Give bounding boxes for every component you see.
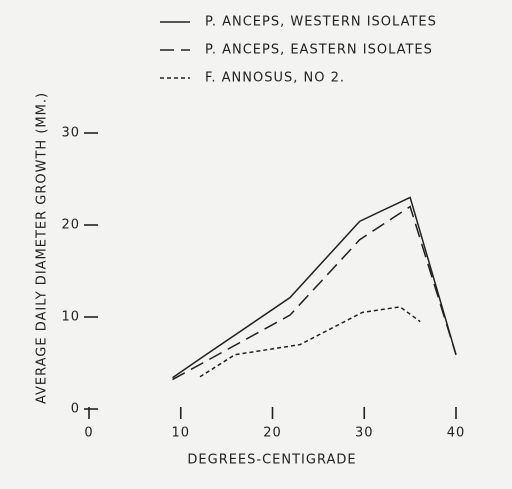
series-line bbox=[172, 196, 457, 379]
x-axis-label: DEGREES-CENTIGRADE bbox=[187, 453, 356, 468]
y-tick-label: 0 bbox=[71, 402, 80, 417]
x-tick-label: 10 bbox=[171, 426, 190, 441]
y-tick-label: 30 bbox=[61, 126, 80, 141]
x-tick-label: 0 bbox=[84, 426, 93, 441]
x-tick-label: 30 bbox=[355, 426, 374, 441]
x-tick-label: 40 bbox=[447, 426, 466, 441]
y-tick-label: 10 bbox=[61, 310, 80, 325]
x-tick-label: 20 bbox=[263, 426, 282, 441]
y-axis-label: AVERAGE DAILY DIAMETER GROWTH (MM.) bbox=[35, 92, 50, 404]
y-tick-label: 20 bbox=[61, 218, 80, 233]
legend-label: P. ANCEPS, EASTERN ISOLATES bbox=[205, 43, 433, 58]
series-line bbox=[172, 205, 457, 381]
legend-label: F. ANNOSUS, NO 2. bbox=[205, 71, 345, 86]
legend-label: P. ANCEPS, WESTERN ISOLATES bbox=[205, 15, 437, 30]
series-line bbox=[199, 306, 421, 378]
